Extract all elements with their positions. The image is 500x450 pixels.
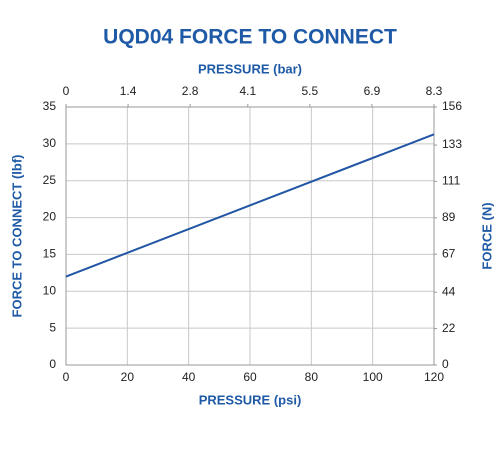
y2-tick-label: 67 [442, 246, 456, 260]
plot-frame [65, 106, 435, 366]
x-tick-label: 80 [305, 370, 319, 384]
y2-tick-label: 22 [442, 321, 456, 335]
x2-tick-label: 0 [63, 84, 70, 98]
x-tick-label: 40 [182, 370, 196, 384]
x-tick-label: 120 [424, 370, 444, 384]
x2-tick-label: 5.5 [302, 84, 319, 98]
y-tick-label: 10 [43, 283, 57, 297]
x-tick-label: 0 [63, 370, 70, 384]
y2-tick-label: 133 [442, 137, 462, 151]
y2-tick-label: 0 [442, 357, 449, 371]
y2-axis-label: FORCE (N) [479, 202, 494, 269]
x2-tick-label: 2.8 [182, 84, 199, 98]
y2-tick-label: 89 [442, 210, 456, 224]
y2-tick-label: 156 [442, 99, 462, 113]
y-tick-label: 30 [43, 136, 57, 150]
x-tick-label: 20 [121, 370, 135, 384]
x2-tick-label: 6.9 [364, 84, 381, 98]
y-axis-label: FORCE TO CONNECT (lbf) [9, 155, 24, 318]
x-tick-label: 100 [363, 370, 383, 384]
x-tick-label: 60 [243, 370, 257, 384]
y-tick-label: 5 [49, 320, 56, 334]
y2-tick-label: 111 [442, 174, 461, 188]
y-tick-label: 35 [43, 99, 57, 113]
x-axis-label: PRESSURE (psi) [199, 392, 302, 407]
y-tick-label: 0 [49, 357, 56, 371]
data-line [65, 133, 435, 278]
x2-tick-label: 8.3 [426, 84, 443, 98]
x2-tick-label: 4.1 [239, 84, 256, 98]
chart-title: UQD04 FORCE TO CONNECT [103, 26, 397, 49]
x2-tick-label: 1.4 [120, 84, 137, 98]
y-tick-label: 15 [43, 247, 57, 261]
x2-axis-label: PRESSURE (bar) [198, 61, 302, 76]
y2-tick-label: 44 [442, 284, 456, 298]
y-tick-label: 25 [43, 173, 57, 187]
y-tick-label: 20 [43, 210, 57, 224]
